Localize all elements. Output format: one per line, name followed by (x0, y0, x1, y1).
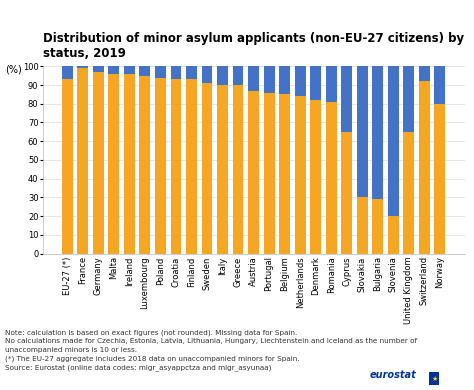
Bar (201, 83, 212, 254)
Bar (373, 66, 383, 199)
Bar (295, 66, 306, 96)
Bar (279, 94, 290, 254)
Bar (124, 74, 135, 254)
Bar (109, 66, 119, 74)
Text: (*) The EU-27 aggregate includes 2018 data on unaccompanied minors for Spain.: (*) The EU-27 aggregate includes 2018 da… (5, 355, 299, 362)
Bar (139, 76, 150, 254)
Bar (109, 74, 119, 254)
Bar (326, 102, 337, 254)
Bar (171, 80, 182, 254)
Bar (186, 66, 197, 80)
Bar (139, 66, 150, 76)
Text: Note: calculation is based on exact figures (not rounded). Missing data for Spai: Note: calculation is based on exact figu… (5, 330, 297, 336)
Bar (248, 66, 259, 90)
Bar (233, 85, 244, 254)
Bar (77, 68, 88, 254)
Bar (62, 80, 73, 254)
Bar (341, 66, 352, 132)
Bar (155, 78, 166, 254)
Bar (124, 66, 135, 74)
Bar (62, 66, 73, 80)
Bar (93, 66, 104, 72)
Bar (435, 66, 446, 104)
Bar (310, 100, 321, 254)
Bar (310, 66, 321, 100)
Text: Source: Eurostat (online data codes: migr_asyappctza and migr_asyunaa): Source: Eurostat (online data codes: mig… (5, 364, 271, 370)
Bar (201, 66, 212, 83)
Text: ★: ★ (431, 376, 438, 381)
Bar (264, 92, 274, 254)
Bar (403, 132, 414, 254)
Bar (217, 66, 228, 85)
Bar (388, 66, 399, 216)
Bar (279, 66, 290, 94)
Bar (419, 81, 430, 254)
Bar (419, 66, 430, 81)
Bar (326, 66, 337, 102)
Bar (341, 132, 352, 254)
Bar (155, 66, 166, 78)
Bar (233, 66, 244, 85)
Text: eurostat: eurostat (370, 370, 417, 380)
Bar (93, 72, 104, 254)
Bar (217, 85, 228, 254)
Text: Distribution of minor asylum applicants (non-EU-27 citizens) by
status, 2019: Distribution of minor asylum applicants … (43, 32, 464, 60)
Bar (357, 66, 368, 197)
Bar (403, 66, 414, 132)
Bar (295, 96, 306, 254)
Bar (186, 80, 197, 254)
Text: No calculations made for Czechia, Estonia, Latvia, Lithuania, Hungary, Liechtens: No calculations made for Czechia, Estoni… (5, 338, 417, 344)
Bar (435, 104, 446, 254)
Bar (248, 90, 259, 254)
Text: unaccompanied minors is 10 or less.: unaccompanied minors is 10 or less. (5, 347, 137, 353)
Bar (264, 66, 274, 92)
Bar (171, 66, 182, 80)
Bar (357, 197, 368, 254)
Bar (77, 66, 88, 68)
Bar (388, 216, 399, 254)
Bar (373, 199, 383, 254)
Text: (%): (%) (5, 64, 21, 74)
